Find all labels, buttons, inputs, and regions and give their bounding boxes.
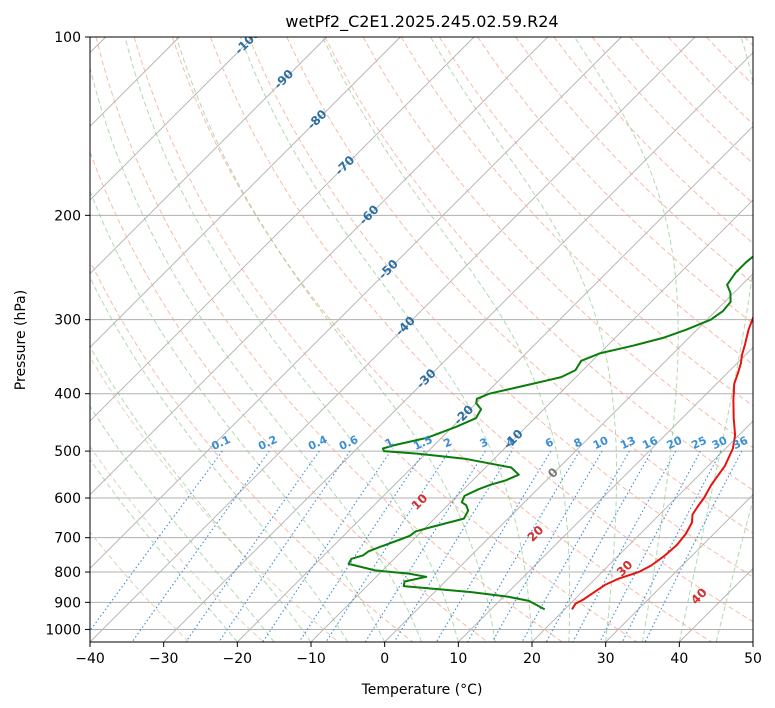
x-tick-label: 0 [380, 651, 389, 667]
dry-adiabat [324, 37, 753, 491]
isotherm-line [90, 37, 254, 201]
dry-adiabat [90, 445, 264, 642]
mixing-ratio-label: 30 [710, 434, 730, 452]
plot-frame [89, 36, 754, 643]
x-tick-label: −10 [296, 651, 326, 667]
moist-adiabat [90, 458, 238, 642]
moist-adiabat [715, 498, 753, 642]
mixing-ratio-line [185, 450, 320, 642]
moist-adiabat [90, 276, 349, 642]
y-tick-label: 300 [54, 313, 81, 329]
mixing-ratio-line [393, 450, 513, 642]
mixing-ratio-line [545, 450, 653, 642]
isotherm-line [90, 37, 475, 422]
profile-series [347, 255, 753, 611]
mixing-ratio-label: 13 [618, 434, 637, 452]
mixing-ratio-label: 36 [731, 434, 751, 452]
isotherm-line [90, 37, 548, 496]
moist-adiabat [175, 37, 496, 642]
x-tick-label: −40 [75, 651, 105, 667]
mixing-ratio-label: 16 [640, 434, 660, 452]
dry-adiabat [515, 37, 753, 284]
mixing-ratio-lines [90, 450, 743, 642]
isotherm-line [237, 125, 753, 642]
mixing-ratio-line [262, 450, 392, 642]
isotherm-line [384, 273, 753, 642]
dry-adiabat [210, 37, 753, 623]
dry-adiabat [438, 37, 753, 366]
y-tick-label: 700 [54, 531, 81, 547]
dry-adiabat [95, 37, 563, 642]
dry-adiabat [400, 37, 753, 407]
mixing-ratio-line [90, 450, 223, 632]
moist-adiabat [90, 189, 386, 642]
y-tick-label: 200 [54, 208, 81, 224]
moist-adiabat [90, 65, 422, 642]
mixing-ratio-line [218, 450, 351, 642]
plot-area: 0.1 0.2 0.4 0.6 1 1.5 2 3 4 6 8 10 13 16 20 25 30 36-100-… [90, 37, 753, 642]
temperature-line [571, 315, 753, 610]
isotherm-line [90, 37, 327, 275]
mixing-ratio-label: 25 [689, 434, 708, 452]
isotherm-lines [90, 37, 753, 642]
mixing-ratio-line [521, 450, 630, 642]
mixing-ratio-label: 20 [665, 434, 685, 452]
chart-title: wetPf2_C2E1.2025.245.02.59.R24 [285, 12, 558, 32]
y-tick-label: 100 [54, 30, 81, 46]
x-tick-label: 30 [597, 651, 615, 667]
dry-adiabat [477, 37, 753, 325]
isotherm-line [90, 37, 401, 348]
dry-adiabat [286, 37, 753, 534]
isotherm-line [605, 494, 753, 642]
dry-adiabat [248, 37, 753, 578]
moist-adiabat [678, 37, 753, 642]
x-axis-label: Temperature (°C) [361, 682, 483, 698]
moist-adiabat [430, 37, 617, 642]
moist-adiabat [322, 37, 571, 642]
y-tick-label: 800 [54, 565, 81, 581]
y-tick-label: 400 [54, 387, 81, 403]
dry-adiabat [90, 150, 488, 642]
x-tick-label: 10 [449, 651, 467, 667]
dry-adiabat [90, 259, 414, 642]
dry-adiabat [362, 37, 753, 449]
y-tick-label: 600 [54, 491, 81, 507]
mixing-ratio-label: 10 [591, 434, 611, 452]
mixing-ratio-line [491, 450, 603, 642]
isotherm-line [163, 52, 753, 642]
isotherm-line [531, 420, 753, 642]
x-tick-label: −20 [223, 651, 253, 667]
moist-adiabat [90, 405, 275, 642]
dry-adiabat [171, 37, 712, 642]
mixing-ratio-line [572, 450, 677, 642]
dry-adiabat [90, 531, 190, 642]
mixing-ratio-line [599, 450, 701, 642]
dry-adiabat [90, 356, 339, 642]
y-tick-label: 1000 [45, 622, 81, 638]
y-tick-label: 900 [54, 595, 81, 611]
moist-adiabat [90, 345, 312, 642]
moist-adiabat [124, 37, 459, 642]
y-axis-label: Pressure (hPa) [13, 290, 29, 390]
mixing-ratio-line [621, 450, 722, 642]
x-tick-label: −30 [149, 651, 179, 667]
isotherm-line [458, 346, 753, 642]
isotherm-line [90, 37, 622, 569]
moist-adiabat [574, 37, 679, 642]
dry-adiabat [133, 37, 638, 642]
axis-ticks: −40 −30 −20 −10 0 10 20 30 40 50 100 200 300 400 500 60… [45, 30, 762, 667]
x-tick-label: 40 [670, 651, 688, 667]
dewpoint-line [347, 255, 753, 611]
dry-adiabat-lines [90, 37, 753, 642]
x-tick-label: 50 [744, 651, 762, 667]
x-tick-label: 20 [523, 651, 541, 667]
mixing-ratio-line [298, 450, 425, 642]
y-tick-label: 500 [54, 444, 81, 460]
mixing-ratio-line [644, 450, 743, 642]
